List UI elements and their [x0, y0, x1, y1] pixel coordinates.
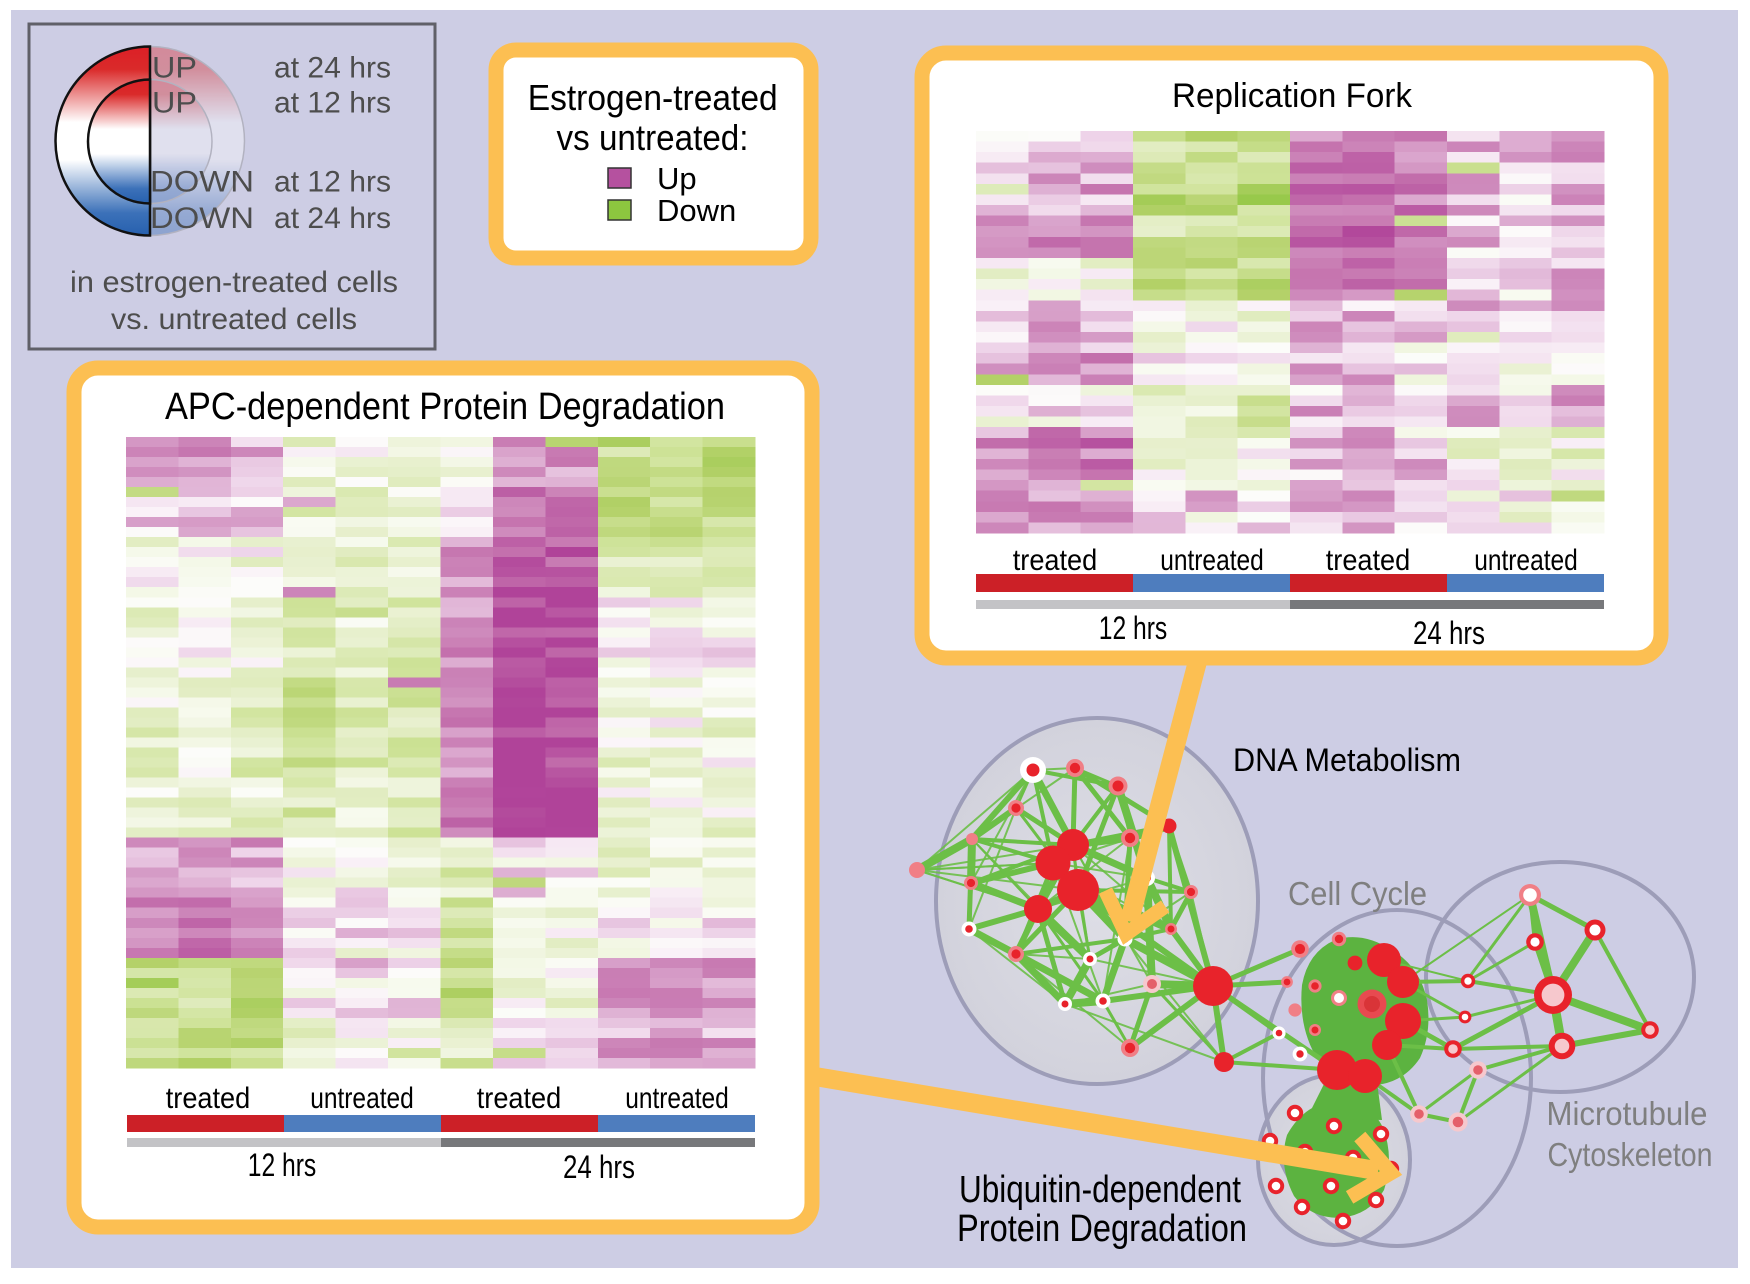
svg-text:Cytoskeleton: Cytoskeleton [1548, 1136, 1713, 1173]
svg-text:Protein Degradation: Protein Degradation [957, 1208, 1247, 1250]
svg-text:DOWN: DOWN [150, 202, 254, 235]
svg-text:treated: treated [1013, 544, 1098, 577]
svg-text:at 24 hrs: at 24 hrs [274, 52, 391, 85]
svg-text:at 12 hrs: at 12 hrs [274, 166, 391, 199]
svg-text:Microtubule: Microtubule [1547, 1095, 1708, 1132]
svg-text:Replication Fork: Replication Fork [1172, 77, 1413, 115]
svg-text:treated: treated [1326, 544, 1411, 577]
svg-text:24 hrs: 24 hrs [1413, 615, 1485, 651]
svg-text:UP: UP [152, 52, 197, 85]
svg-text:vs untreated:: vs untreated: [557, 117, 749, 158]
svg-text:untreated: untreated [625, 1082, 729, 1115]
svg-text:Estrogen-treated: Estrogen-treated [528, 77, 778, 118]
svg-text:24 hrs: 24 hrs [563, 1149, 635, 1185]
svg-text:Down: Down [657, 193, 736, 228]
svg-text:at 24 hrs: at 24 hrs [274, 202, 391, 235]
svg-text:Cell Cycle: Cell Cycle [1288, 875, 1427, 912]
svg-text:12 hrs: 12 hrs [248, 1147, 317, 1183]
svg-text:at 12 hrs: at 12 hrs [274, 87, 391, 120]
svg-text:vs. untreated cells: vs. untreated cells [111, 303, 357, 336]
svg-text:untreated: untreated [310, 1082, 414, 1115]
svg-text:UP: UP [152, 87, 197, 120]
svg-text:treated: treated [166, 1082, 251, 1115]
svg-text:in estrogen-treated cells: in estrogen-treated cells [70, 266, 398, 299]
svg-text:DNA Metabolism: DNA Metabolism [1233, 742, 1461, 778]
svg-text:DOWN: DOWN [150, 166, 254, 199]
svg-text:untreated: untreated [1474, 544, 1578, 577]
svg-text:Up: Up [657, 161, 697, 196]
svg-text:untreated: untreated [1160, 544, 1264, 577]
svg-text:Ubiquitin-dependent: Ubiquitin-dependent [959, 1169, 1241, 1211]
svg-text:APC-dependent Protein Degradat: APC-dependent Protein Degradation [165, 386, 725, 428]
svg-text:12 hrs: 12 hrs [1099, 610, 1168, 646]
svg-text:treated: treated [477, 1082, 562, 1115]
